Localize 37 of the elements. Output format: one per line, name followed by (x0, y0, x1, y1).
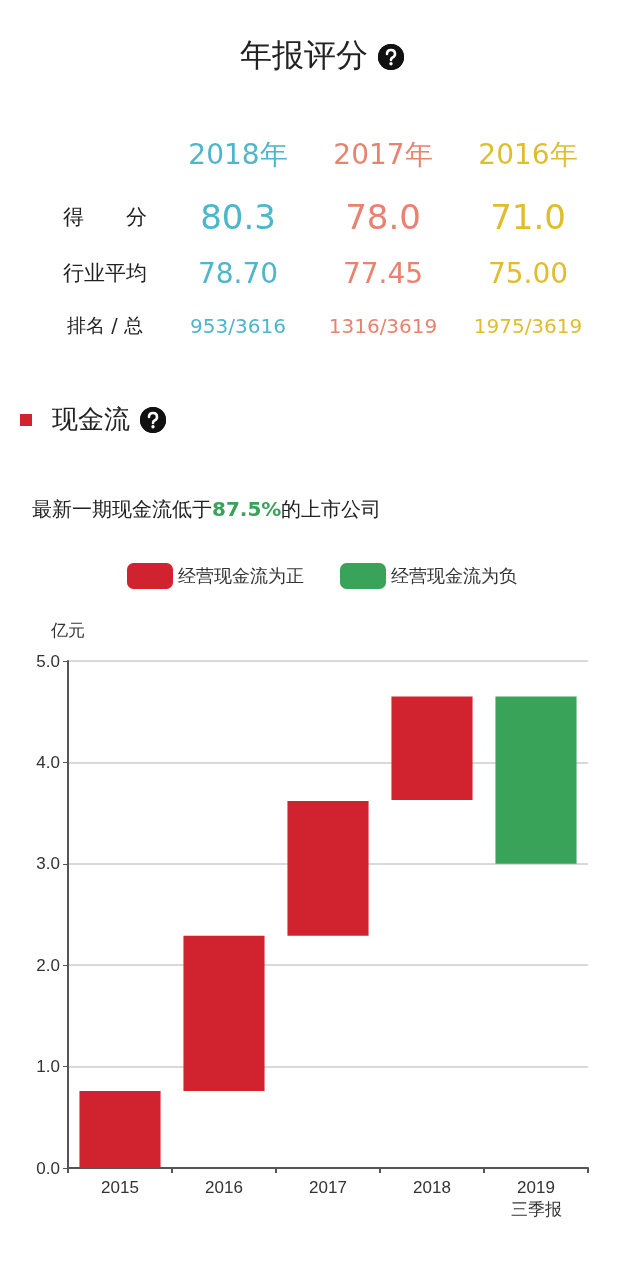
legend-label: 经营现金流为负 (391, 566, 517, 586)
text: 1316/3619 (328, 314, 438, 338)
bar (391, 696, 473, 800)
text: 78.70 (197, 256, 279, 290)
legend-label: 经营现金流为正 (178, 566, 304, 586)
category-label: 得 分 (63, 205, 147, 229)
x-tick-label: 2019 三季报 (510, 1177, 562, 1219)
text: 78.0 (345, 197, 421, 237)
category-label: 排名 / 总 (67, 314, 143, 336)
chart-subtitle: 最新一期现金流低于87.5%的上市公司 (32, 496, 382, 523)
y-tick-label: 2.0 (36, 955, 60, 975)
bar (183, 935, 265, 1091)
text: 77.45 (342, 256, 424, 290)
chart-title: 现金流 (52, 403, 130, 436)
y-tick-label: 3.0 (36, 854, 60, 874)
text: 71.0 (490, 197, 566, 237)
y-tick-label: 4.0 (36, 752, 60, 772)
text: 年报评分 (239, 36, 369, 74)
y-tick-label: 0.0 (36, 1158, 60, 1178)
y-tick-label: 1.0 (36, 1057, 60, 1077)
x-tick-label: 2016 (205, 1177, 243, 1197)
x-tick-label: 2018 (413, 1177, 451, 1197)
text: 75.00 (487, 256, 569, 290)
category-label: 行业平均 (63, 261, 147, 285)
bar (495, 696, 577, 864)
category-label: 2017年 (333, 137, 433, 173)
y-axis-title: 亿元 (50, 621, 85, 640)
text: 953/3616 (190, 314, 286, 338)
category-label: 2016年 (478, 137, 578, 173)
text: 1975/3619 (473, 314, 583, 338)
x-tick-label: 2017 (309, 1177, 347, 1197)
bar (287, 800, 369, 936)
text: 80.3 (200, 197, 276, 237)
bar (79, 1090, 161, 1168)
x-tick-label: 2015 (101, 1177, 139, 1197)
y-tick-label: 5.0 (36, 651, 60, 671)
category-label: 2018年 (188, 137, 288, 173)
